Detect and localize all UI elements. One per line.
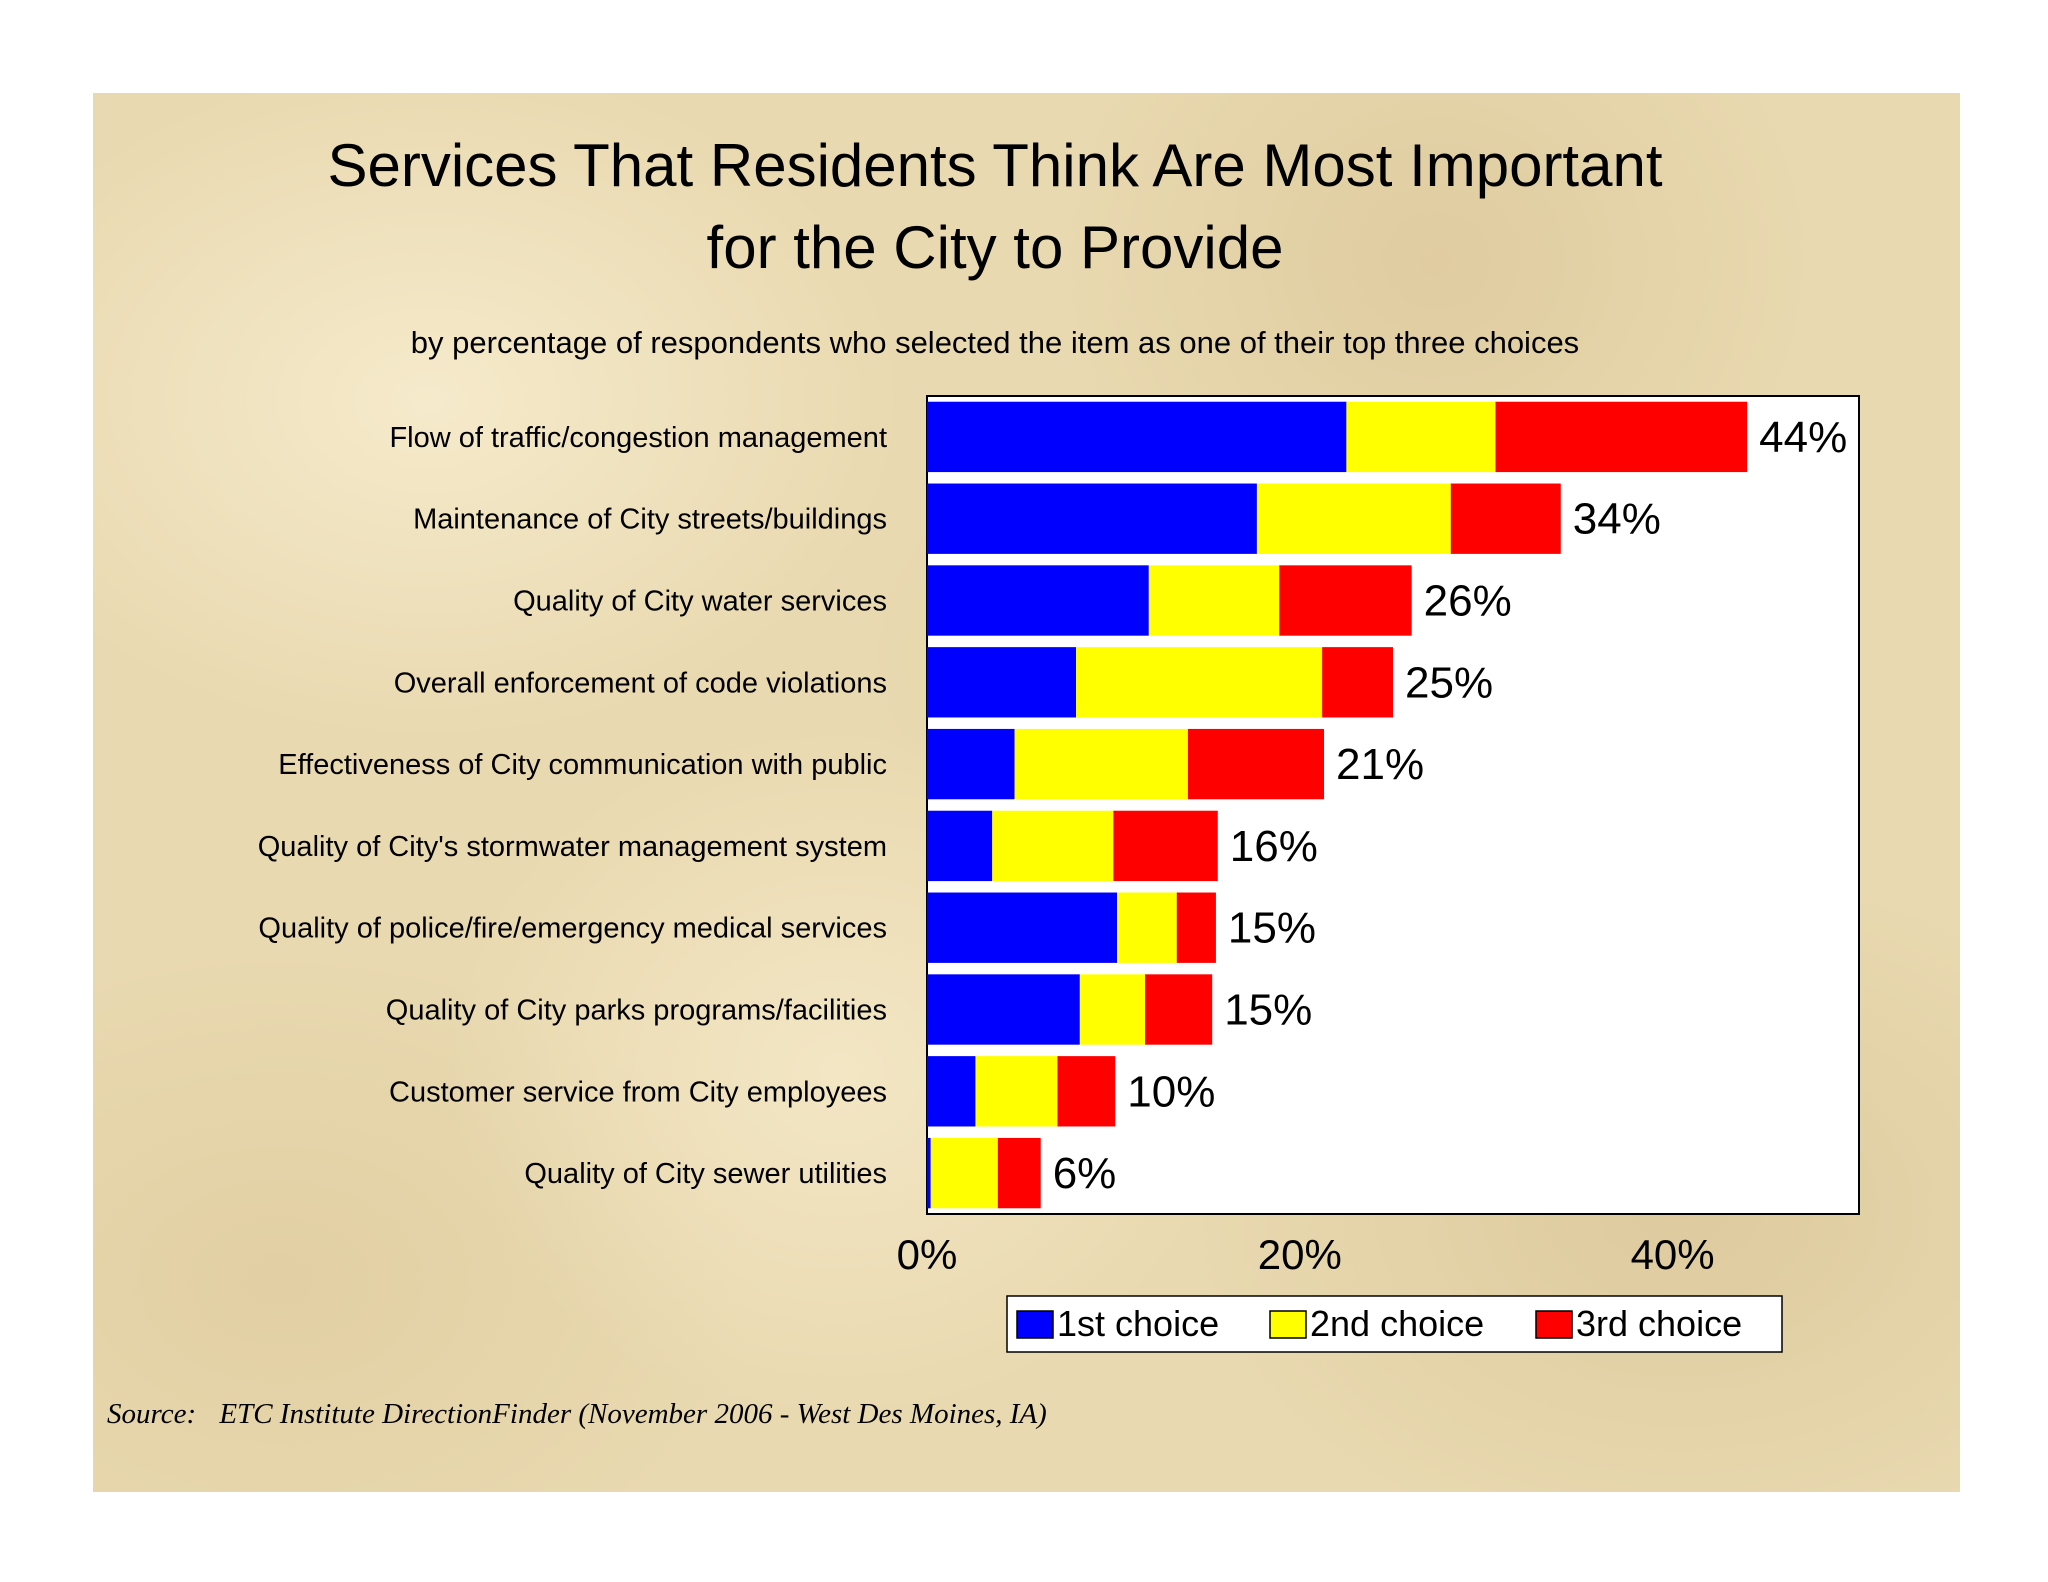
bar-segment-2-row-4 [1076, 647, 1323, 718]
bar-segment-1-row-9 [927, 1056, 976, 1127]
bar-segment-1-row-1 [927, 401, 1347, 473]
category-label: Quality of City sewer utilities [524, 1158, 887, 1190]
bar-segment-2-row-9 [975, 1056, 1058, 1127]
total-label: 16% [1230, 822, 1318, 871]
x-tick-label: 40% [1631, 1231, 1715, 1278]
total-label: 21% [1336, 740, 1424, 789]
bar-segment-1-row-5 [927, 728, 1015, 800]
bar-segment-2-row-6 [992, 810, 1114, 882]
x-tick-label: 0% [897, 1231, 958, 1278]
legend-label-3rd: 3rd choice [1576, 1303, 1742, 1344]
category-label: Flow of traffic/congestion management [389, 422, 887, 454]
bar-segment-1-row-4 [927, 647, 1077, 718]
total-label: 34% [1573, 495, 1661, 544]
category-label: Quality of City water services [513, 586, 887, 618]
x-tick-label: 20% [1258, 1231, 1342, 1278]
category-label: Maintenance of City streets/buildings [413, 504, 887, 536]
total-label: 10% [1127, 1067, 1215, 1116]
legend-label-2nd: 2nd choice [1310, 1303, 1484, 1344]
total-label: 26% [1424, 577, 1512, 626]
category-label: Quality of police/fire/emergency medical… [258, 913, 887, 945]
total-label: 15% [1228, 904, 1316, 953]
chart: Services That Residents Think Are Most I… [107, 132, 1860, 1430]
legend: 1st choice 2nd choice 3rd choice [1006, 1295, 1783, 1353]
x-tick-layer: 0% 20% 40% [897, 1231, 1715, 1278]
bar-segment-1-row-2 [927, 483, 1257, 554]
legend-label-1st: 1st choice [1057, 1303, 1219, 1344]
bar-segment-3-row-5 [1187, 728, 1325, 800]
legend-swatch-2nd [1269, 1310, 1307, 1339]
category-label: Quality of City's stormwater management … [258, 831, 887, 863]
bar-segment-3-row-6 [1113, 810, 1218, 882]
legend-swatch-1st [1016, 1310, 1054, 1339]
total-label: 6% [1053, 1149, 1117, 1198]
source-note: Source: ETC Institute DirectionFinder (N… [107, 1398, 1047, 1430]
source-label: Source: [107, 1398, 196, 1430]
bar-segment-3-row-4 [1322, 647, 1393, 718]
total-label: 25% [1405, 658, 1493, 707]
bar-segment-2-row-5 [1014, 728, 1188, 800]
bar-segment-2-row-10 [930, 1137, 998, 1209]
category-label-layer: Flow of traffic/congestion management Mai… [258, 422, 887, 1190]
bar-segment-3-row-8 [1145, 974, 1213, 1045]
category-label: Overall enforcement of code violations [394, 667, 887, 699]
bar-segment-3-row-2 [1450, 483, 1561, 554]
bar-segment-3-row-9 [1057, 1056, 1116, 1127]
legend-box [1006, 1295, 1783, 1353]
category-label: Customer service from City employees [389, 1076, 887, 1108]
bar-segment-3-row-10 [997, 1137, 1041, 1209]
bar-layer [927, 401, 1748, 1209]
chart-subtitle: by percentage of respondents who selecte… [411, 325, 1579, 360]
bar-segment-1-row-7 [927, 892, 1118, 963]
bar-segment-3-row-3 [1279, 565, 1412, 636]
slide-background: Services That Residents Think Are Most I… [93, 93, 1960, 1492]
bar-segment-1-row-3 [927, 565, 1149, 636]
bar-segment-3-row-1 [1495, 401, 1748, 473]
bar-segment-1-row-10 [927, 1137, 931, 1209]
bar-segment-2-row-8 [1079, 974, 1146, 1045]
category-label: Effectiveness of City communication with… [278, 749, 887, 781]
bar-segment-2-row-3 [1148, 565, 1280, 636]
bar-segment-1-row-8 [927, 974, 1080, 1045]
chart-title-line-1: Services That Residents Think Are Most I… [327, 132, 1662, 199]
bar-segment-1-row-6 [927, 810, 993, 882]
chart-title-line-2: for the City to Provide [707, 214, 1284, 281]
category-label: Quality of City parks programs/facilitie… [386, 995, 887, 1027]
total-label: 15% [1224, 986, 1312, 1035]
bar-segment-3-row-7 [1176, 892, 1216, 963]
source-text: ETC Institute DirectionFinder (November … [218, 1398, 1046, 1430]
bar-segment-2-row-7 [1117, 892, 1177, 963]
total-label: 44% [1759, 413, 1847, 462]
total-label-layer: 44%34%26%25%21%16%15%15%10%6% [1053, 413, 1848, 1198]
bar-segment-2-row-1 [1346, 401, 1496, 473]
legend-swatch-3rd [1535, 1310, 1573, 1339]
bar-segment-2-row-2 [1256, 483, 1451, 554]
